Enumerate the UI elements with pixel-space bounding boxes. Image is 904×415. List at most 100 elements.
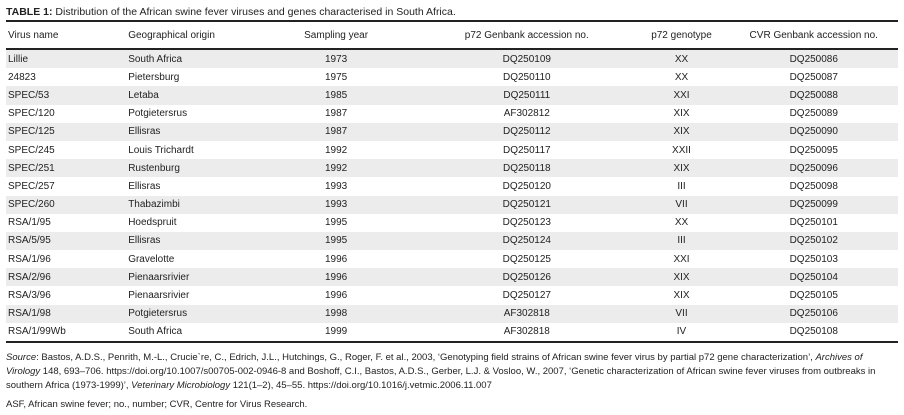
table-cell: Lillie xyxy=(6,49,127,69)
table-cell: Letaba xyxy=(126,86,253,105)
column-header: Virus name xyxy=(6,21,127,50)
column-header: p72 genotype xyxy=(633,21,730,50)
table-cell: XXII xyxy=(672,144,691,156)
table-cell: DQ250125 xyxy=(502,253,551,265)
table-row: SPEC/245 Louis Trichardt 1992 DQ250117 XXII D… xyxy=(6,141,898,159)
column-header: Geographical origin xyxy=(126,21,253,50)
table-cell: Gravelotte xyxy=(128,253,175,265)
table-cell: XIX xyxy=(673,290,690,302)
table-cell: Pienaarsrivier xyxy=(128,290,190,302)
table-cell: IV xyxy=(676,326,687,338)
table-cell: DQ250098 xyxy=(789,180,838,192)
table-cell: DQ250103 xyxy=(789,253,838,265)
table-cell: DQ250096 xyxy=(729,159,898,178)
table-cell: DQ250095 xyxy=(789,144,838,156)
table-cell: DQ250123 xyxy=(502,217,551,229)
table-cell: 1996 xyxy=(324,253,348,265)
table-cell: DQ250102 xyxy=(729,231,898,251)
table-cell: DQ250104 xyxy=(729,268,898,287)
table-row: SPEC/257 Ellisras 1993 DQ250120 III DQ250098 xyxy=(6,177,898,195)
column-header: Sampling year xyxy=(252,21,421,50)
table-cell: DQ250121 xyxy=(420,195,634,214)
table-cell: DQ250086 xyxy=(729,49,898,69)
table-row: SPEC/260 Thabazimbi 1993 DQ250121 VII DQ25009… xyxy=(6,195,898,214)
table-cell: DQ250105 xyxy=(789,290,838,302)
table-cell: 1996 xyxy=(252,268,421,287)
table-row: SPEC/53 Letaba 1985 DQ250111 XXI DQ250088 xyxy=(6,86,898,105)
table-cell: XXI xyxy=(673,253,690,265)
table-cell: RSA/1/96 xyxy=(8,253,51,265)
table-cell: DQ250111 xyxy=(420,86,634,105)
table-cell: DQ250126 xyxy=(420,268,634,287)
table-cell: DQ250101 xyxy=(789,217,838,229)
table-row: RSA/1/96 Gravelotte 1996 DQ250125 XXI DQ25010… xyxy=(6,250,898,268)
column-header: p72 Genbank accession no. xyxy=(420,21,634,50)
table-cell: VII xyxy=(633,304,730,323)
table-cell: Pietersburg xyxy=(128,71,180,83)
table-cell: 1992 xyxy=(252,159,421,178)
table-cell: DQ250124 xyxy=(420,231,634,251)
table-cell: South Africa xyxy=(128,326,183,338)
table-cell: 1995 xyxy=(324,217,348,229)
table-cell: RSA/5/95 xyxy=(6,231,127,251)
table-row: Lillie South Africa 1973 DQ250109 XX DQ250086 xyxy=(6,49,898,69)
table-cell: XX xyxy=(674,217,689,229)
table-cell: SPEC/120 xyxy=(8,108,55,120)
table-row: SPEC/251 Rustenburg 1992 DQ250118 XIX DQ25009… xyxy=(6,159,898,178)
table-cell: 1996 xyxy=(324,290,348,302)
table-cell: Rustenburg xyxy=(126,159,253,178)
table-cell: DQ250112 xyxy=(420,122,634,141)
data-table: Virus name Geographical origin Sampling ye… xyxy=(6,20,898,343)
column-header: CVR Genbank accession no. xyxy=(729,21,898,50)
table-cell: RSA/3/96 xyxy=(8,290,51,302)
table-cell: Ellisras xyxy=(126,122,253,141)
table-cell: DQ250099 xyxy=(729,195,898,214)
table-cell: VII xyxy=(633,195,730,214)
table-cell: 1975 xyxy=(324,71,348,83)
table-cell: SPEC/53 xyxy=(6,86,127,105)
table-cell: SPEC/257 xyxy=(8,180,55,192)
table-cell: SPEC/125 xyxy=(6,122,127,141)
table-cell: AF302818 xyxy=(503,326,550,338)
table-cell: XIX xyxy=(633,268,730,287)
table-cell: III xyxy=(633,231,730,251)
table-cell: XX xyxy=(633,49,730,69)
table-cell: AF302818 xyxy=(420,304,634,323)
table-cell: Hoedspruit xyxy=(128,217,177,229)
table-cell: SPEC/251 xyxy=(6,159,127,178)
table-cell: XIX xyxy=(673,108,690,120)
table-cell: RSA/2/96 xyxy=(6,268,127,287)
table-cell: SPEC/260 xyxy=(6,195,127,214)
table-cell: South Africa xyxy=(126,49,253,69)
table-cell: 1999 xyxy=(324,326,348,338)
table-cell: DQ250120 xyxy=(502,180,551,192)
header-row: Virus name Geographical origin Sampling ye… xyxy=(6,21,898,50)
table-cell: 1985 xyxy=(252,86,421,105)
table-cell: 1998 xyxy=(252,304,421,323)
table-cell: RSA/1/99Wb xyxy=(8,326,66,338)
table-cell: RSA/1/95 xyxy=(8,217,51,229)
table-cell: 1973 xyxy=(252,49,421,69)
table-cell: DQ250109 xyxy=(420,49,634,69)
table-cell: DQ250088 xyxy=(729,86,898,105)
table-cell: 1992 xyxy=(324,144,348,156)
table-cell: AF302812 xyxy=(503,108,550,120)
table-cell: DQ250108 xyxy=(789,326,838,338)
table-cell: DQ250089 xyxy=(789,108,838,120)
table-row: RSA/1/99Wb South Africa 1999 AF302818 IV DQ25… xyxy=(6,323,898,342)
table-cell: Potgietersrus xyxy=(128,108,188,120)
table-row: RSA/3/96 Pienaarsrivier 1996 DQ250127 XIX DQ2… xyxy=(6,286,898,304)
table-cell: Pienaarsrivier xyxy=(126,268,253,287)
table-cell: XXI xyxy=(633,86,730,105)
table-cell: XIX xyxy=(633,122,730,141)
table-cell: 1995 xyxy=(252,231,421,251)
table-row: RSA/5/95 Ellisras 1995 DQ250124 III DQ250102 xyxy=(6,231,898,251)
table-cell: DQ250090 xyxy=(729,122,898,141)
table-cell: DQ250110 xyxy=(502,71,551,83)
table-cell: DQ250127 xyxy=(502,290,551,302)
table-cell: DQ250087 xyxy=(789,71,838,83)
table-cell: 24823 xyxy=(8,71,36,83)
source-note: Source: Bastos, A.D.S., Penrith, M.-L., … xyxy=(6,352,876,391)
table-cell: RSA/1/98 xyxy=(6,304,127,323)
